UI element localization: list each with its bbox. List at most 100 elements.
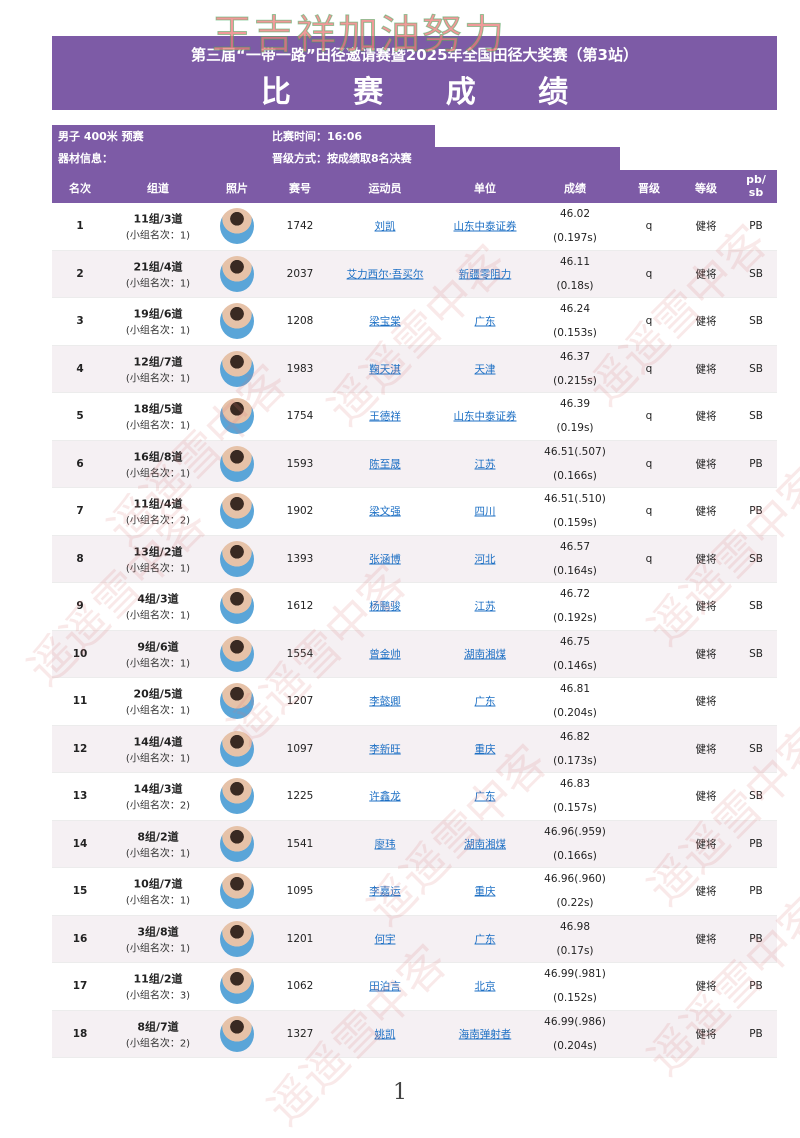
unit-link[interactable]: 广东	[474, 695, 496, 708]
athlete-photo	[220, 920, 254, 957]
pb-sb: PB	[749, 980, 763, 993]
rank: 3	[76, 315, 84, 328]
athlete-name-link[interactable]: 曾金帅	[369, 648, 401, 661]
bib-number: 1541	[286, 837, 314, 850]
reaction-time: (0.197s)	[553, 232, 597, 245]
table-row: 1 11组/3道 (小组名次：1) 1742 刘凯 山东中泰证券 46.02 (0.…	[52, 203, 777, 251]
info-row-1: 男子 400米 预赛 比赛时间：16:06	[52, 125, 435, 148]
group-lane: 10组/7道 (小组名次：1)	[126, 876, 190, 907]
athlete-photo	[220, 493, 254, 530]
athlete-name-link[interactable]: 李新旺	[369, 743, 401, 756]
qualify-mark: q	[645, 457, 653, 470]
group-place: (小组名次：1)	[125, 325, 191, 337]
bib-number: 1201	[286, 932, 314, 945]
group-lane-text: 11组/3道	[133, 212, 183, 226]
col-result: 成绩	[564, 182, 586, 195]
athlete-photo	[220, 968, 254, 1005]
result-time: 46.11	[559, 255, 591, 268]
group-lane: 19组/6道 (小组名次：1)	[126, 306, 190, 337]
level: 健将	[695, 458, 717, 471]
athlete-name-link[interactable]: 刘凯	[374, 220, 396, 233]
unit-link[interactable]: 四川	[474, 505, 496, 518]
athlete-name-link[interactable]: 鞠天淇	[369, 363, 401, 376]
unit-link[interactable]: 天津	[474, 363, 496, 376]
group-place: (小组名次：1)	[125, 373, 191, 385]
unit-link[interactable]: 湖南湘煤	[464, 648, 506, 661]
unit-link[interactable]: 江苏	[474, 600, 496, 613]
group-place: (小组名次：1)	[125, 563, 191, 575]
unit-link[interactable]: 北京	[474, 980, 496, 993]
result-time: 46.75	[559, 635, 591, 648]
pb-sb: PB	[749, 885, 763, 898]
athlete-name-link[interactable]: 姚凯	[374, 1028, 396, 1041]
athlete-photo	[220, 1015, 254, 1052]
result: 46.72 (0.192s)	[553, 582, 597, 630]
reaction-time: (0.22s)	[556, 897, 594, 910]
group-lane: 3组/8道 (小组名次：1)	[126, 923, 190, 954]
result: 46.51(.510) (0.159s)	[544, 487, 606, 535]
reaction-time: (0.166s)	[553, 469, 597, 482]
result-time: 46.96(.960)	[544, 873, 606, 886]
unit-link[interactable]: 山东中泰证券	[453, 410, 517, 423]
rank: 18	[72, 1027, 88, 1040]
athlete-photo	[220, 303, 254, 340]
athlete-name-link[interactable]: 许鑫龙	[369, 790, 401, 803]
group-place: (小组名次：1)	[125, 468, 191, 480]
reaction-time: (0.204s)	[553, 1039, 597, 1052]
athlete-name-link[interactable]: 艾力西尔·吾买尔	[346, 268, 424, 281]
unit-link[interactable]: 重庆	[474, 743, 496, 756]
rank: 9	[76, 600, 84, 613]
level: 健将	[695, 220, 717, 233]
table-row: 18 8组/7道 (小组名次：2) 1327 姚凯 海南弹射者 46.99(.98…	[52, 1010, 777, 1058]
bib-number: 1207	[286, 695, 314, 708]
unit-link[interactable]: 新疆零阻力	[458, 268, 512, 281]
athlete-name-link[interactable]: 梁文强	[369, 505, 401, 518]
unit-link[interactable]: 湖南湘煤	[464, 838, 506, 851]
unit-link[interactable]: 江苏	[474, 458, 496, 471]
pb-sb: PB	[749, 220, 763, 233]
group-lane-text: 8组/2道	[137, 830, 179, 844]
reaction-time: (0.215s)	[553, 374, 597, 387]
group-place: (小组名次：1)	[125, 943, 191, 955]
result-time: 46.72	[559, 588, 591, 601]
athlete-name-link[interactable]: 田泊言	[369, 980, 401, 993]
athlete-name-link[interactable]: 李嘉运	[369, 885, 401, 898]
group-lane-text: 4组/3道	[137, 592, 179, 606]
athlete-photo	[220, 778, 254, 815]
result: 46.51(.507) (0.166s)	[544, 440, 606, 488]
athlete-name-link[interactable]: 王德祥	[369, 410, 401, 423]
unit-link[interactable]: 重庆	[474, 885, 496, 898]
athlete-name-link[interactable]: 陈至晟	[369, 458, 401, 471]
athlete-name-link[interactable]: 李懿卿	[369, 695, 401, 708]
athlete-name-link[interactable]: 何宇	[374, 933, 396, 946]
col-qualify: 晋级	[638, 182, 660, 195]
pb-sb: SB	[749, 790, 763, 803]
rank: 15	[72, 885, 88, 898]
athlete-name-link[interactable]: 杨鹏骏	[369, 600, 401, 613]
rank: 5	[76, 410, 84, 423]
group-lane-text: 13组/2道	[133, 545, 183, 559]
result: 46.98 (0.17s)	[556, 915, 593, 963]
unit-link[interactable]: 广东	[474, 315, 496, 328]
page-number: 1	[393, 1080, 407, 1105]
table-row: 5 18组/5道 (小组名次：1) 1754 王德祥 山东中泰证券 46.39 (0…	[52, 393, 777, 441]
table-row: 16 3组/8道 (小组名次：1) 1201 何宇 广东 46.98 (0.17s)…	[52, 915, 777, 963]
unit-link[interactable]: 海南弹射者	[458, 1028, 512, 1041]
qualify-mark: q	[645, 362, 653, 375]
result-time: 46.02	[559, 208, 591, 221]
unit-link[interactable]: 广东	[474, 933, 496, 946]
unit-link[interactable]: 广东	[474, 790, 496, 803]
unit-link[interactable]: 河北	[474, 553, 496, 566]
athlete-photo	[220, 255, 254, 292]
athlete-name-link[interactable]: 张涵博	[369, 553, 401, 566]
unit-link[interactable]: 山东中泰证券	[453, 220, 517, 233]
athlete-photo	[220, 445, 254, 482]
group-lane-text: 16组/8道	[133, 450, 183, 464]
group-lane: 11组/3道 (小组名次：1)	[126, 211, 190, 242]
group-place: (小组名次：2)	[125, 800, 191, 812]
table-row: 11 20组/5道 (小组名次：1) 1207 李懿卿 广东 46.81 (0.20…	[52, 678, 777, 726]
athlete-name-link[interactable]: 梁宝棠	[369, 315, 401, 328]
level: 健将	[695, 695, 717, 708]
advance-rule: 晋级方式：按成绩取8名决赛	[272, 152, 412, 165]
athlete-name-link[interactable]: 廖玮	[374, 838, 396, 851]
